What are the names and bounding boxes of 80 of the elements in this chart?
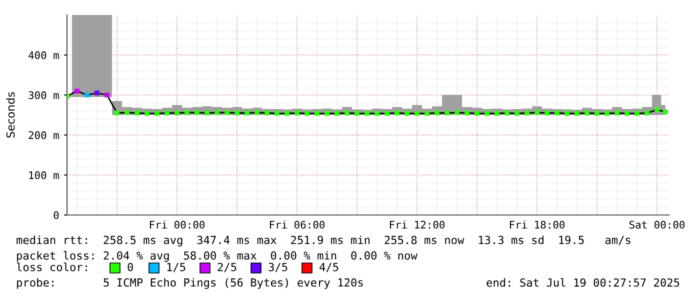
y-axis-title: Seconds [6,92,15,138]
point [434,110,440,116]
point [534,110,540,116]
x-tick-label: Fri 18:00 [510,220,565,229]
point [254,110,260,116]
point [634,110,640,116]
point [474,110,480,116]
point [354,110,360,116]
y-tick-label: 400 m [28,51,59,60]
point [144,110,150,116]
point [264,110,270,116]
point [244,110,250,116]
legend-label: 0 [128,262,133,272]
point [324,110,330,116]
point [114,110,120,116]
text: end: Sat Jul 19 00:27:57 2025 [486,278,680,287]
point [214,110,220,116]
point [544,110,550,116]
text: probe: 5 ICMP Echo Pings (56 Bytes) every 120s [17,278,363,289]
point [494,110,500,116]
point [504,110,510,116]
point [604,110,610,116]
text: median rtt: 258.5 ms avg 347.4 ms max 251.9 ms min 255.8 ms now 13.3 ms sd 19.5 am/s [16,236,630,246]
point [314,110,320,116]
point [334,110,340,116]
point [234,110,240,116]
x-tick-label: Fri 06:00 [270,220,325,229]
point [154,110,160,116]
point [134,110,140,116]
point [424,110,430,116]
y-tick-label: 0 [54,211,59,220]
point [174,110,180,116]
point [584,110,590,116]
point [654,107,660,112]
point [84,92,90,98]
point [414,110,420,116]
legend-label: 1/5 [167,262,186,272]
legend-title: loss color: [16,262,87,272]
point [94,90,100,96]
y-tick-label: 300 m [28,91,59,100]
x-tick-label: Fri 00:00 [150,220,205,229]
point [194,110,200,116]
point [454,110,460,116]
point [284,110,290,116]
point [484,110,490,116]
point [294,110,300,116]
point [204,110,210,116]
point [464,110,470,116]
point [444,110,450,116]
legend-label: 4/5 [320,262,338,272]
point [74,88,80,94]
legend-label: 2/5 [218,262,236,272]
text: packet loss: 2.04 % avg 58.00 % max 0.00 % min 0.00 % now [17,251,418,262]
point [514,110,520,116]
point [594,110,600,116]
point [644,110,650,116]
point [564,110,570,116]
x-tick-label: Fri 12:00 [390,220,445,229]
y-tick-label: 100 m [29,171,59,180]
point [304,110,310,116]
y-tick-label: 200 m [28,131,59,140]
point [394,110,400,116]
point [164,110,170,116]
legend-label: 3/5 [268,262,288,272]
point [364,110,370,116]
point [404,110,410,116]
point [274,110,280,116]
point [184,110,190,116]
point [574,110,580,116]
point [624,110,630,116]
point [374,110,380,116]
point [224,110,230,116]
point [384,110,390,116]
point [124,110,130,116]
point [344,110,350,116]
point [104,92,110,98]
point [524,110,530,116]
point [554,110,560,116]
x-tick-label: Sat 00:00 [629,220,685,229]
point [614,110,620,116]
